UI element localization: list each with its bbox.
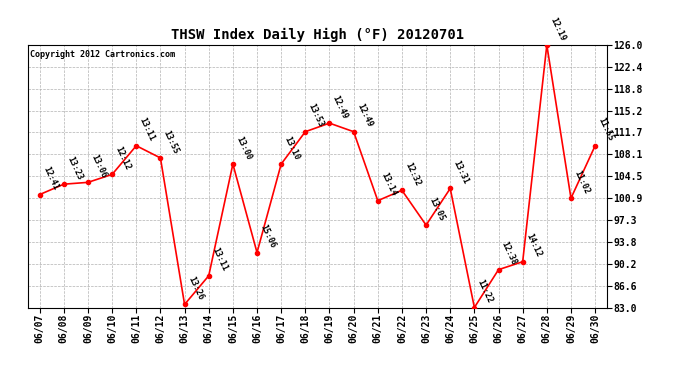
Text: 13:53: 13:53	[307, 102, 326, 129]
Text: 12:49: 12:49	[331, 94, 350, 120]
Text: 13:31: 13:31	[452, 159, 471, 186]
Text: 11:02: 11:02	[573, 169, 591, 195]
Text: 12:41: 12:41	[41, 165, 60, 192]
Text: 12:38: 12:38	[500, 240, 519, 267]
Text: 13:11: 13:11	[138, 117, 157, 143]
Text: 11:55: 11:55	[597, 117, 615, 143]
Text: 15:06: 15:06	[259, 224, 277, 250]
Text: 12:12: 12:12	[114, 145, 132, 172]
Text: 13:55: 13:55	[162, 129, 181, 155]
Text: 13:23: 13:23	[66, 155, 84, 182]
Text: 13:00: 13:00	[235, 135, 253, 161]
Title: THSW Index Daily High (°F) 20120701: THSW Index Daily High (°F) 20120701	[171, 28, 464, 42]
Text: 13:11: 13:11	[210, 246, 229, 273]
Text: 13:10: 13:10	[283, 135, 302, 161]
Text: 14:12: 14:12	[524, 232, 543, 259]
Text: 13:06: 13:06	[90, 153, 108, 180]
Text: 12:49: 12:49	[355, 102, 374, 129]
Text: 11:22: 11:22	[476, 278, 495, 305]
Text: Copyright 2012 Cartronics.com: Copyright 2012 Cartronics.com	[30, 50, 175, 59]
Text: 12:32: 12:32	[404, 161, 422, 188]
Text: 13:26: 13:26	[186, 275, 205, 302]
Text: 13:14: 13:14	[380, 171, 398, 198]
Text: 12:19: 12:19	[549, 16, 567, 42]
Text: 13:05: 13:05	[428, 196, 446, 222]
